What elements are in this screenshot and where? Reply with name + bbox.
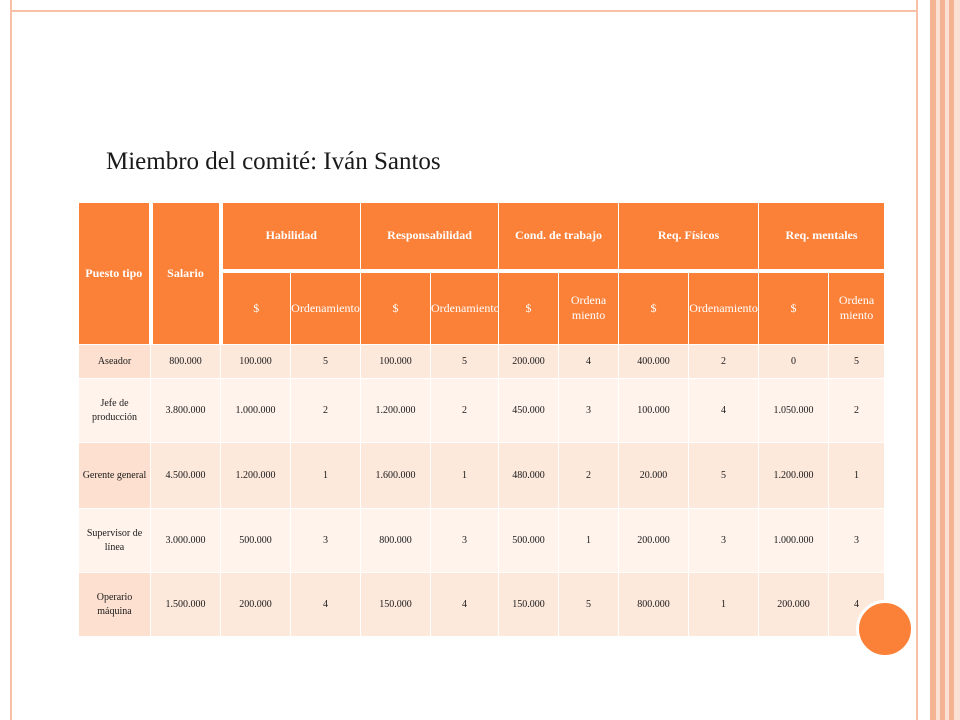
slide-frame-top-line — [10, 10, 916, 12]
header-cond-trabajo: Cond. de trabajo — [498, 202, 620, 273]
subheader-cell: Ordenamiento — [688, 270, 760, 345]
table-cell: 200.000 — [758, 572, 830, 637]
table-cell: 200.000 — [498, 344, 560, 379]
table-cell: 100.000 — [360, 344, 432, 379]
job-title-cell: Jefe de producción — [78, 378, 151, 443]
table-cell: 3.000.000 — [150, 508, 221, 573]
table-cell: 4 — [430, 572, 500, 637]
subheader-cell: Ordenamiento — [430, 270, 500, 345]
table-cell: 800.000 — [360, 508, 432, 573]
table-cell: 1 — [558, 508, 620, 573]
table-cell: 4.500.000 — [150, 442, 221, 509]
table-row: Gerente general 4.500.000 1.200.000 1 1.600.… — [78, 442, 886, 509]
table-cell: 400.000 — [618, 344, 690, 379]
table-cell: 1.200.000 — [758, 442, 830, 509]
table-cell: 5 — [558, 572, 620, 637]
table-row: Operario máquina 1.500.000 200.000 4 150.000… — [78, 572, 886, 637]
job-title-cell: Aseador — [78, 344, 151, 379]
table-cell: 3 — [828, 508, 886, 573]
decorative-orange-circle — [856, 600, 914, 658]
table-cell: 1 — [430, 442, 500, 509]
job-title-cell: Supervisor de línea — [78, 508, 151, 573]
table-cell: 4 — [688, 378, 760, 443]
header-habilidad: Habilidad — [219, 202, 362, 273]
table-cell: 2 — [558, 442, 620, 509]
header-req-fisicos: Req. Físicos — [618, 202, 760, 273]
subheader-cell: $ — [360, 270, 432, 345]
table-cell: 2 — [289, 378, 362, 443]
slide-frame-left-line — [10, 0, 12, 720]
table-row: Supervisor de línea 3.000.000 500.000 3 800.… — [78, 508, 886, 573]
slide-decorative-stripe — [930, 0, 960, 720]
table-cell: 1 — [828, 442, 886, 509]
table-cell: 800.000 — [618, 572, 690, 637]
table-cell: 5 — [828, 344, 886, 379]
table-cell: 3 — [688, 508, 760, 573]
table-cell: 3 — [430, 508, 500, 573]
table-cell: 2 — [430, 378, 500, 443]
table-cell: 0 — [758, 344, 830, 379]
table-cell: 4 — [558, 344, 620, 379]
header-responsabilidad: Responsabilidad — [360, 202, 500, 273]
table-header-row: Puesto tipo Salario Habilidad Responsabi… — [78, 202, 886, 345]
table-cell: 1.500.000 — [150, 572, 221, 637]
table-cell: 20.000 — [618, 442, 690, 509]
table-cell: 1.050.000 — [758, 378, 830, 443]
subheader-cell: $ — [220, 270, 291, 345]
table-cell: 480.000 — [498, 442, 560, 509]
table-cell: 1.000.000 — [220, 378, 291, 443]
subheader-cell: $ — [758, 270, 830, 345]
table-cell: 3 — [289, 508, 362, 573]
table-cell: 2 — [688, 344, 760, 379]
subheader-cell: $ — [498, 270, 560, 345]
table-cell: 800.000 — [150, 344, 221, 379]
table-cell: 150.000 — [498, 572, 560, 637]
subheader-cell: Ordena miento — [828, 270, 886, 345]
table-cell: 500.000 — [498, 508, 560, 573]
table-cell: 150.000 — [360, 572, 432, 637]
slide-frame-right-line — [916, 0, 918, 720]
table-cell: 200.000 — [220, 572, 291, 637]
table-cell: 1.200.000 — [360, 378, 432, 443]
header-req-mentales: Req. mentales — [758, 202, 886, 273]
table-body: Aseador 800.000 100.000 5 100.000 5 200.000 4 40… — [78, 344, 886, 637]
table-cell: 2 — [828, 378, 886, 443]
table-cell: 5 — [430, 344, 500, 379]
table-row: Aseador 800.000 100.000 5 100.000 5 200.000 4 40… — [78, 344, 886, 379]
header-salario: Salario — [150, 202, 223, 345]
subheader-cell: Ordena miento — [558, 270, 620, 345]
job-title-cell: Gerente general — [78, 442, 151, 509]
table-cell: 1 — [688, 572, 760, 637]
table-cell: 1.600.000 — [360, 442, 432, 509]
table-cell: 1.200.000 — [220, 442, 291, 509]
subheader-cell: Ordenamiento — [289, 270, 362, 345]
table-cell: 5 — [289, 344, 362, 379]
table-cell: 3.800.000 — [150, 378, 221, 443]
table-cell: 3 — [558, 378, 620, 443]
table-cell: 500.000 — [220, 508, 291, 573]
table-cell: 5 — [688, 442, 760, 509]
slide-title: Miembro del comité: Iván Santos — [106, 148, 441, 175]
table-subheader-row: $ Ordenamiento $ Ordenamiento $ Ordena m… — [79, 270, 886, 345]
job-title-cell: Operario máquina — [78, 572, 151, 637]
table-cell: 450.000 — [498, 378, 560, 443]
table-cell: 1.000.000 — [758, 508, 830, 573]
table-row: Jefe de producción 3.800.000 1.000.000 2 1.2… — [78, 378, 886, 443]
table-cell: 1 — [289, 442, 362, 509]
table-cell: 100.000 — [220, 344, 291, 379]
table-cell: 4 — [289, 572, 362, 637]
valuation-table: Puesto tipo Salario Habilidad Responsabi… — [78, 202, 886, 637]
subheader-cell: $ — [618, 270, 690, 345]
table-cell: 100.000 — [618, 378, 690, 443]
table-cell: 200.000 — [618, 508, 690, 573]
header-puesto-tipo: Puesto tipo — [78, 202, 153, 345]
